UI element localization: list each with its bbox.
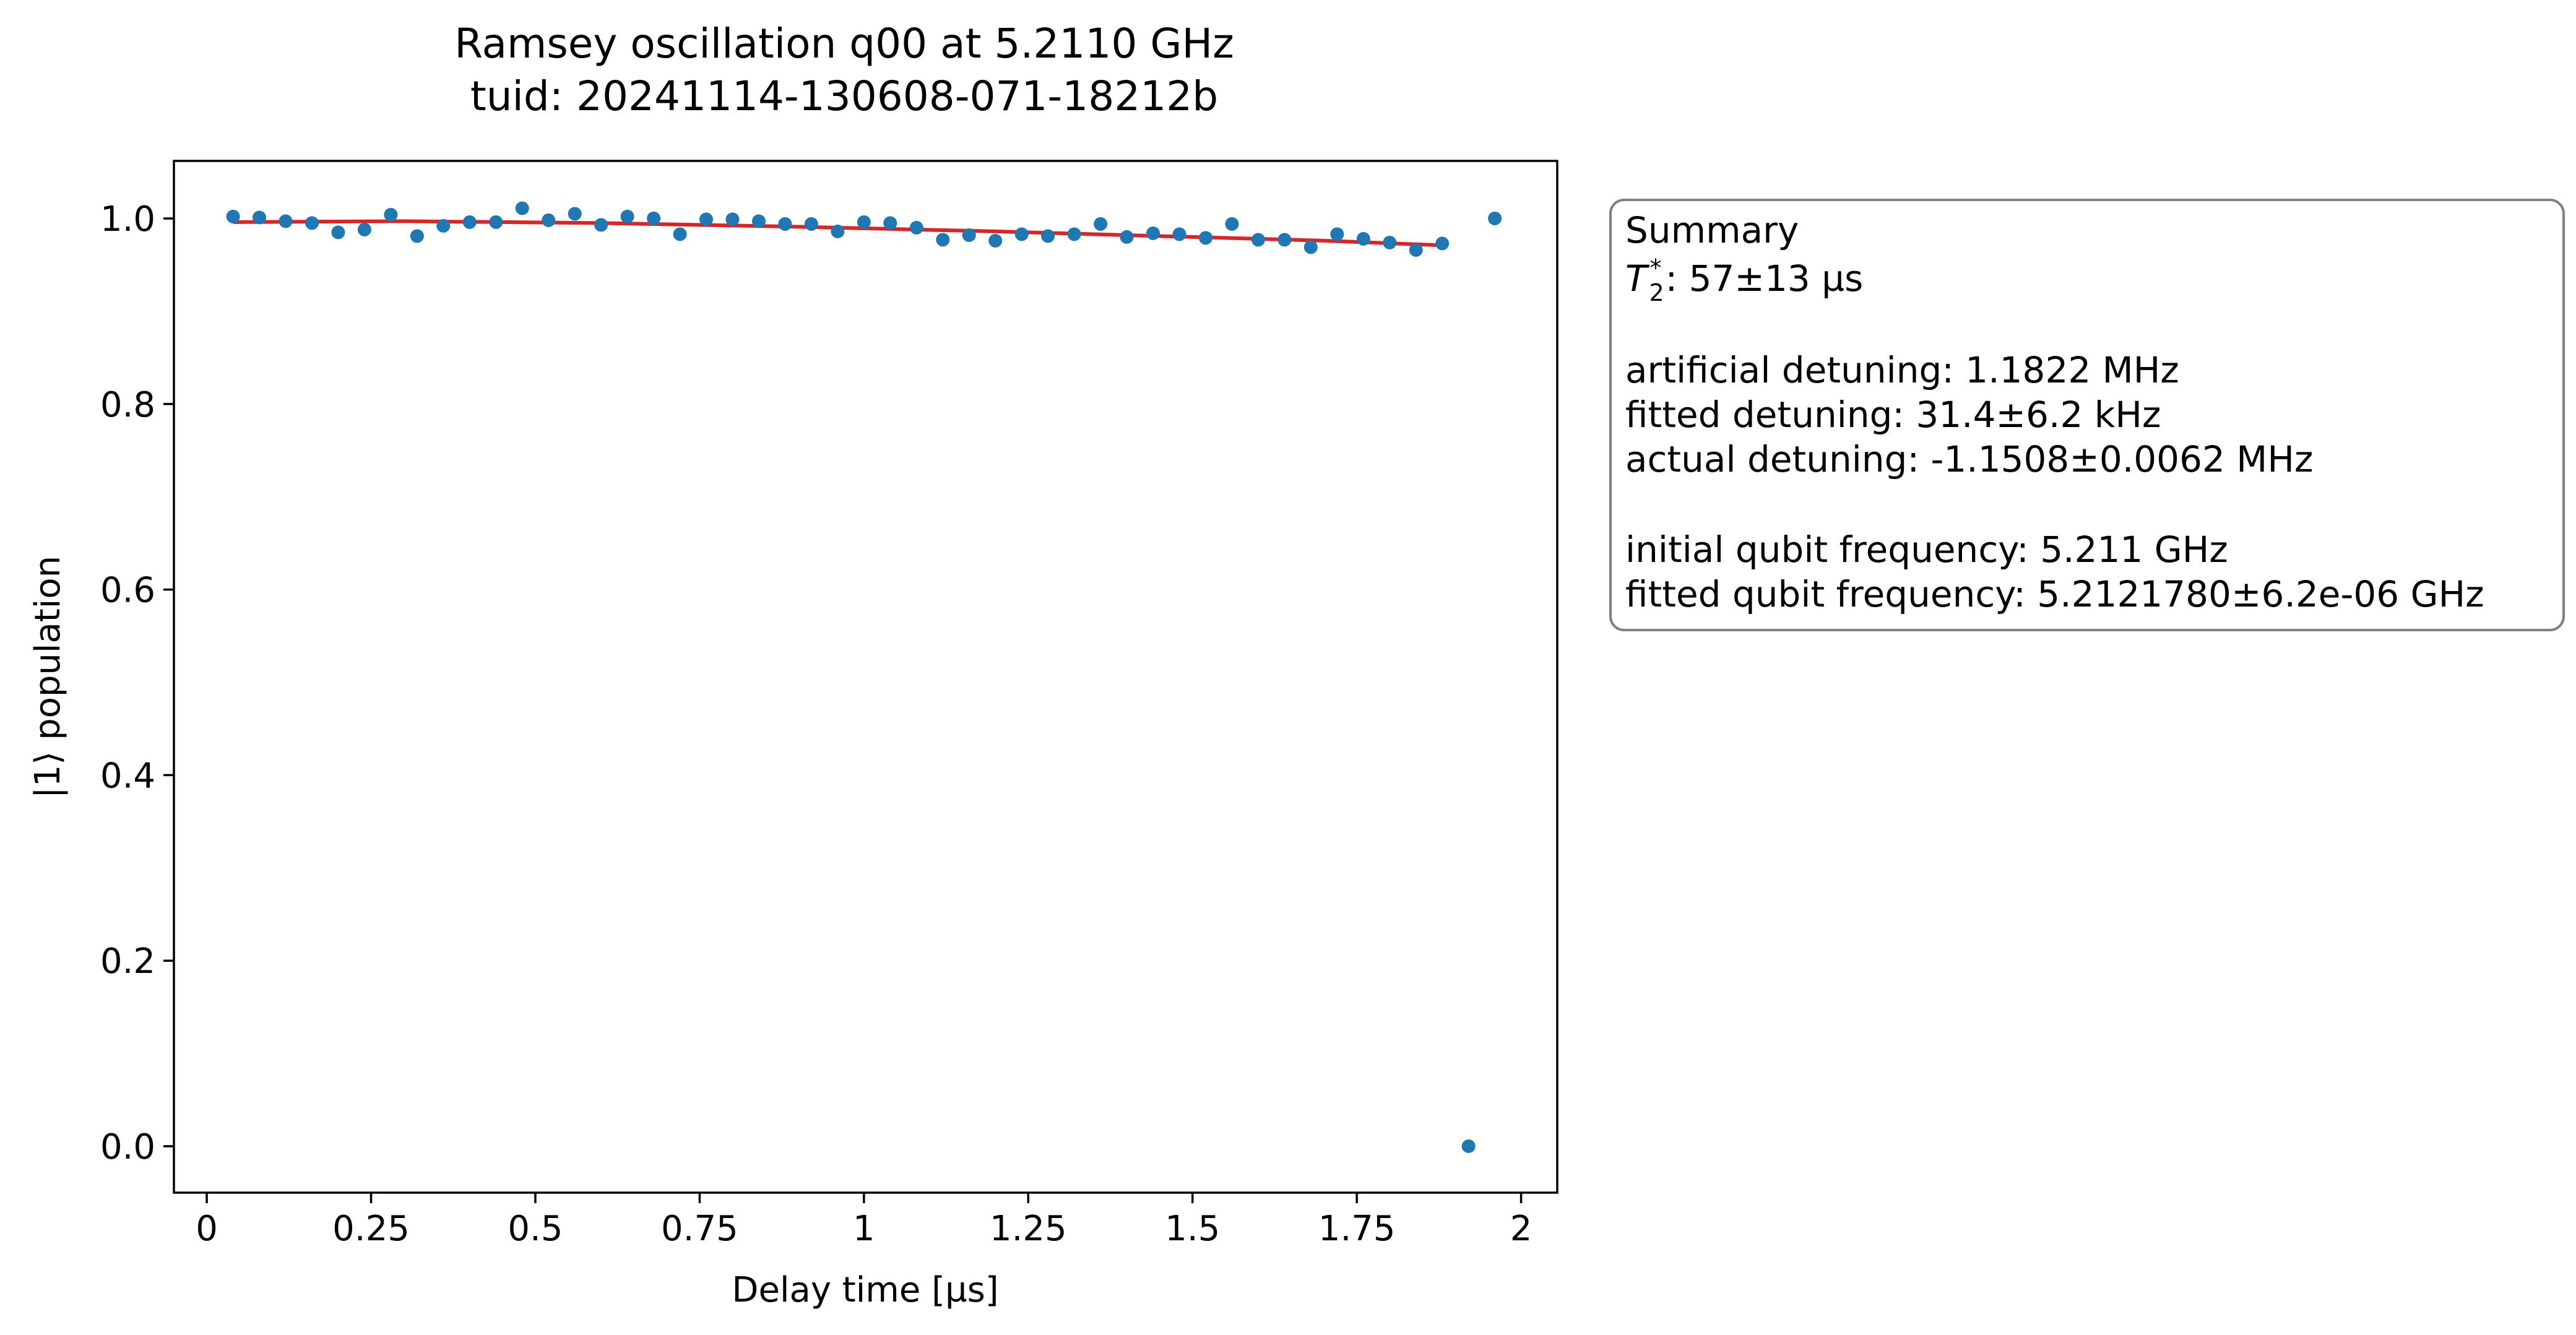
data-point xyxy=(515,201,529,215)
x-axis-ticks: 0 0.25 0.5 0.75 1 1.25 1.5 1.75 2 xyxy=(196,1193,1532,1249)
data-point xyxy=(1356,231,1370,246)
data-point xyxy=(1225,217,1239,231)
fit-layer xyxy=(233,219,1443,248)
data-point xyxy=(988,233,1003,248)
data-point xyxy=(936,233,950,247)
x-tick-label: 0.5 xyxy=(508,1209,563,1249)
t2-subscript: 2 xyxy=(1649,279,1664,306)
data-point xyxy=(384,207,398,222)
x-tick-label: 0.75 xyxy=(661,1209,738,1249)
data-point xyxy=(752,214,766,228)
data-point xyxy=(1383,235,1397,249)
data-point xyxy=(1199,231,1212,245)
data-point xyxy=(778,217,792,231)
data-point xyxy=(699,212,713,227)
y-tick-label: 0.6 xyxy=(100,571,155,611)
points-layer xyxy=(226,201,1502,1153)
summary-heading: Summary xyxy=(1625,209,1799,251)
data-point xyxy=(1330,227,1344,241)
data-point xyxy=(857,215,871,229)
data-point xyxy=(1251,233,1265,247)
summary-t2-star: T * 2: 57±13 µs xyxy=(1625,254,1863,306)
data-point xyxy=(253,210,266,225)
data-point xyxy=(1041,229,1055,243)
plot-frame xyxy=(173,160,1558,1194)
summary-fitted-detuning: fitted detuning: 31.4±6.2 kHz xyxy=(1625,394,2161,436)
x-axis-label: Delay time [µs] xyxy=(732,1270,998,1310)
y-tick-label: 0.0 xyxy=(100,1127,155,1167)
plot-area xyxy=(173,160,1558,1194)
summary-box: Summary T * 2: 57±13 µs artificial detunin… xyxy=(1609,199,2565,631)
data-point xyxy=(1067,227,1081,241)
data-point xyxy=(226,209,240,223)
chart-title: Ramsey oscillation q00 at 5.2110 GHz xyxy=(454,20,1234,67)
data-point xyxy=(568,207,582,221)
summary-initial-frequency: initial qubit frequency: 5.211 GHz xyxy=(1625,529,2228,571)
data-point xyxy=(909,220,923,235)
data-point xyxy=(962,228,976,242)
data-point xyxy=(1094,217,1108,231)
y-tick-label: 0.8 xyxy=(100,385,155,425)
data-point xyxy=(542,213,556,227)
chart-subtitle: tuid: 20241114-130608-071-18212b xyxy=(470,72,1218,120)
x-tick-label: 0 xyxy=(196,1209,218,1249)
data-point xyxy=(1014,227,1029,241)
plot-background xyxy=(174,161,1557,1193)
x-tick-label: 1 xyxy=(853,1209,875,1249)
summary-artificial-detuning: artificial detuning: 1.1822 MHz xyxy=(1625,349,2179,391)
summary-fitted-frequency: fitted qubit frequency: 5.2121780±6.2e-0… xyxy=(1625,573,2484,615)
x-tick-label: 1.25 xyxy=(990,1209,1067,1249)
data-point xyxy=(1461,1139,1476,1153)
t2-superscript: * xyxy=(1649,254,1661,282)
y-axis-label: |1⟩ population xyxy=(28,556,68,798)
y-tick-label: 1.0 xyxy=(100,199,155,240)
summary-actual-detuning: actual detuning: -1.1508±0.0062 MHz xyxy=(1625,438,2313,480)
data-point xyxy=(647,211,661,225)
x-tick-label: 0.25 xyxy=(332,1209,410,1249)
data-point xyxy=(1409,243,1423,257)
data-point xyxy=(357,222,371,236)
y-axis-ticks: 0.0 0.2 0.4 0.6 0.8 1.0 xyxy=(100,199,174,1167)
data-point xyxy=(673,227,687,241)
data-point xyxy=(620,209,634,223)
data-point xyxy=(831,224,845,238)
data-point xyxy=(1120,230,1134,244)
data-point xyxy=(594,218,608,232)
data-point xyxy=(1488,211,1502,225)
data-point xyxy=(436,218,451,233)
t2-value: : 57±13 µs xyxy=(1666,257,1864,300)
y-tick-label: 0.2 xyxy=(100,941,155,982)
data-point xyxy=(305,216,319,230)
data-point xyxy=(725,212,740,227)
summary-border xyxy=(1609,199,2565,631)
data-point xyxy=(279,214,293,228)
data-point xyxy=(1435,236,1450,251)
data-point xyxy=(462,215,477,229)
data-point xyxy=(1303,240,1318,254)
x-tick-label: 2 xyxy=(1510,1209,1532,1249)
data-point xyxy=(1172,227,1186,241)
data-point xyxy=(489,215,503,229)
data-point xyxy=(883,216,897,230)
data-point xyxy=(331,225,345,240)
x-tick-label: 1.75 xyxy=(1318,1209,1396,1249)
y-tick-label: 0.4 xyxy=(100,756,155,796)
data-point xyxy=(1277,233,1292,247)
t2-symbol: T xyxy=(1625,257,1650,300)
x-tick-label: 1.5 xyxy=(1165,1209,1220,1249)
data-point xyxy=(410,229,424,243)
data-point xyxy=(804,217,818,231)
fit-line xyxy=(233,219,1443,248)
data-point xyxy=(1146,226,1160,240)
